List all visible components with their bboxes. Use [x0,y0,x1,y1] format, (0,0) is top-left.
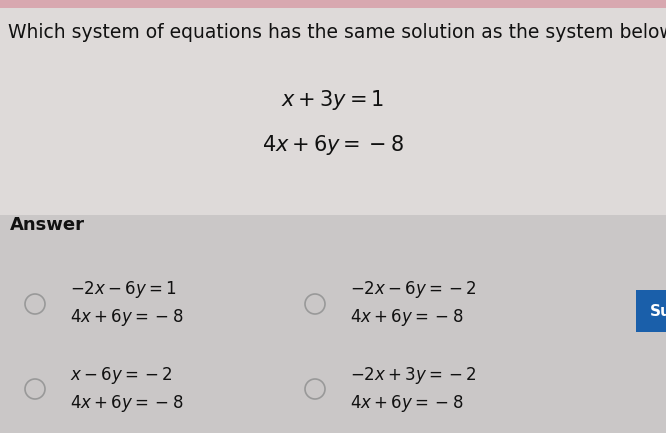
FancyBboxPatch shape [636,290,666,332]
Text: $-2x-6y=-2$: $-2x-6y=-2$ [350,279,477,301]
Text: Which system of equations has the same solution as the system below?: Which system of equations has the same s… [8,23,666,42]
Text: $-2x-6y=1$: $-2x-6y=1$ [70,279,176,301]
Text: $4x+6y=-8$: $4x+6y=-8$ [262,133,404,157]
Text: $x+3y=1$: $x+3y=1$ [282,88,384,112]
FancyBboxPatch shape [0,0,666,8]
FancyBboxPatch shape [0,215,666,433]
FancyBboxPatch shape [0,0,666,215]
Text: Sub: Sub [650,304,666,319]
Text: $4x+6y=-8$: $4x+6y=-8$ [70,392,183,414]
Text: Answer: Answer [10,216,85,234]
Text: $4x+6y=-8$: $4x+6y=-8$ [350,392,464,414]
Text: $-2x+3y=-2$: $-2x+3y=-2$ [350,365,477,385]
Text: $4x+6y=-8$: $4x+6y=-8$ [70,307,183,329]
Text: $4x+6y=-8$: $4x+6y=-8$ [350,307,464,329]
Text: $x-6y=-2$: $x-6y=-2$ [70,365,173,385]
